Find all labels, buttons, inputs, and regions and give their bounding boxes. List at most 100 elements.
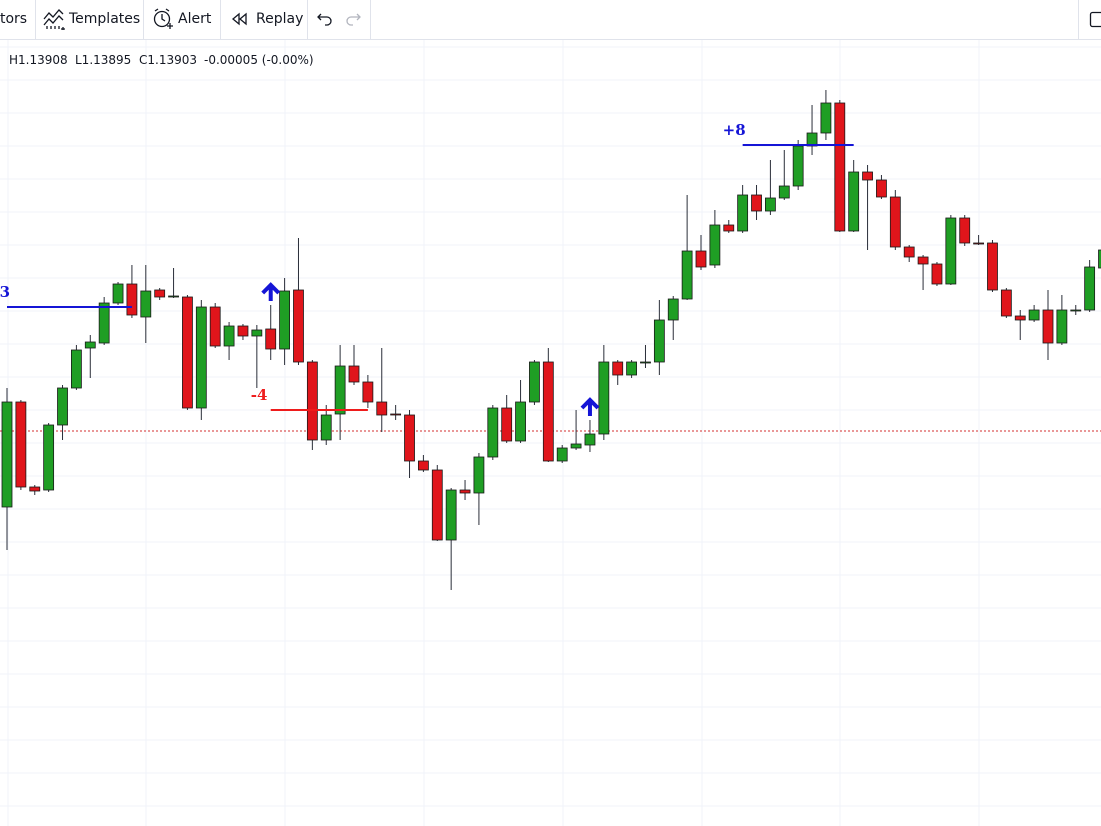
- candle-body: [1098, 249, 1101, 269]
- candle-body: [112, 283, 124, 304]
- candle-body: [529, 361, 540, 403]
- candle-body: [404, 414, 415, 462]
- candle-body: [473, 456, 485, 494]
- candle-body: [251, 329, 263, 337]
- candle-body: [598, 361, 610, 435]
- candle-body: [862, 171, 873, 181]
- candle-body: [168, 295, 179, 298]
- candle-body: [195, 306, 207, 409]
- candle-body: [431, 469, 443, 541]
- candle-body: [765, 197, 776, 212]
- candle-body: [737, 194, 749, 232]
- candle-body: [223, 325, 235, 347]
- candle-body: [820, 102, 832, 134]
- candle-body: [209, 306, 221, 347]
- candle-body: [778, 185, 790, 199]
- candle-body: [417, 460, 429, 471]
- annotation-label: -4: [251, 386, 268, 404]
- candle-body: [376, 401, 388, 416]
- candle-body: [334, 365, 346, 415]
- templates-button[interactable]: Templates: [69, 11, 141, 27]
- replay-button[interactable]: Replay: [256, 11, 304, 27]
- candle-body: [279, 290, 291, 350]
- candle-body: [348, 365, 360, 383]
- separator: [370, 0, 371, 39]
- toolbar: tors Templates Alert Replay: [0, 0, 1101, 40]
- high-value: H1.13908: [9, 53, 68, 67]
- candle-body: [903, 246, 915, 258]
- candle-body: [542, 361, 554, 462]
- annotation-label: +3: [0, 283, 10, 301]
- candle-body: [626, 361, 637, 376]
- candle-body: [1056, 309, 1068, 344]
- separator: [143, 0, 144, 39]
- templates-icon[interactable]: [43, 8, 65, 30]
- candle-body: [1042, 309, 1054, 344]
- indicators-button[interactable]: tors: [0, 11, 28, 27]
- candle-body: [1028, 309, 1040, 321]
- candle-body: [945, 217, 957, 285]
- candle-body: [459, 489, 471, 494]
- signal-arrow: [261, 282, 281, 301]
- change-value: -0.00005 (-0.00%): [204, 53, 314, 67]
- candle-body: [584, 433, 596, 446]
- candle-body: [43, 424, 55, 491]
- candle-body: [570, 443, 582, 449]
- candle-body: [695, 250, 707, 268]
- signal-arrow: [580, 397, 600, 416]
- candle-body: [501, 407, 513, 442]
- candle-body: [265, 328, 277, 350]
- candle-body: [681, 250, 693, 300]
- alert-icon[interactable]: [152, 8, 174, 30]
- candle-body: [390, 413, 402, 416]
- candle-body: [237, 325, 249, 337]
- candle-body: [959, 217, 971, 244]
- candle-body: [29, 486, 41, 492]
- candle-body: [667, 298, 679, 321]
- candle-body: [556, 447, 568, 462]
- candle-body: [293, 289, 304, 363]
- candle-body: [84, 341, 96, 349]
- layout-button[interactable]: [1089, 8, 1101, 30]
- separator: [35, 0, 36, 39]
- candle-body: [126, 283, 138, 316]
- candle-body: [792, 145, 804, 187]
- candle-body: [140, 290, 152, 318]
- candle-body: [57, 387, 68, 426]
- candle-body: [917, 256, 929, 265]
- candle-body: [15, 401, 27, 488]
- candle-body: [445, 489, 457, 541]
- chart: +3 -4 +8: [0, 40, 1101, 826]
- candle-body: [154, 289, 166, 298]
- candle-body: [973, 242, 984, 245]
- candle-body: [751, 194, 762, 212]
- candle-body: [987, 242, 998, 291]
- candle-body: [1, 401, 13, 508]
- candle-body: [653, 319, 665, 363]
- candle-body: [1070, 309, 1082, 312]
- candle-body: [306, 361, 318, 441]
- undo-button[interactable]: [316, 8, 334, 30]
- separator: [220, 0, 221, 39]
- candle-body: [640, 361, 651, 364]
- close-value: C1.13903: [139, 53, 198, 67]
- replay-icon[interactable]: [230, 8, 250, 30]
- candle-body: [515, 401, 526, 442]
- candle-body: [98, 302, 110, 344]
- annotation-label: +8: [723, 121, 746, 139]
- low-value: L1.13895: [75, 53, 132, 67]
- candle-body: [71, 349, 82, 389]
- candle-body: [612, 361, 624, 376]
- candle-body: [876, 179, 887, 198]
- candle-body: [320, 414, 332, 441]
- candle-body: [362, 381, 374, 403]
- redo-button[interactable]: [344, 8, 362, 30]
- candle-body: [1014, 315, 1026, 321]
- candle-body: [487, 407, 499, 458]
- candle-body: [723, 224, 735, 232]
- candle-body: [1084, 266, 1096, 311]
- separator: [307, 0, 308, 39]
- alert-button[interactable]: Alert: [178, 11, 212, 27]
- candle-body: [931, 263, 943, 285]
